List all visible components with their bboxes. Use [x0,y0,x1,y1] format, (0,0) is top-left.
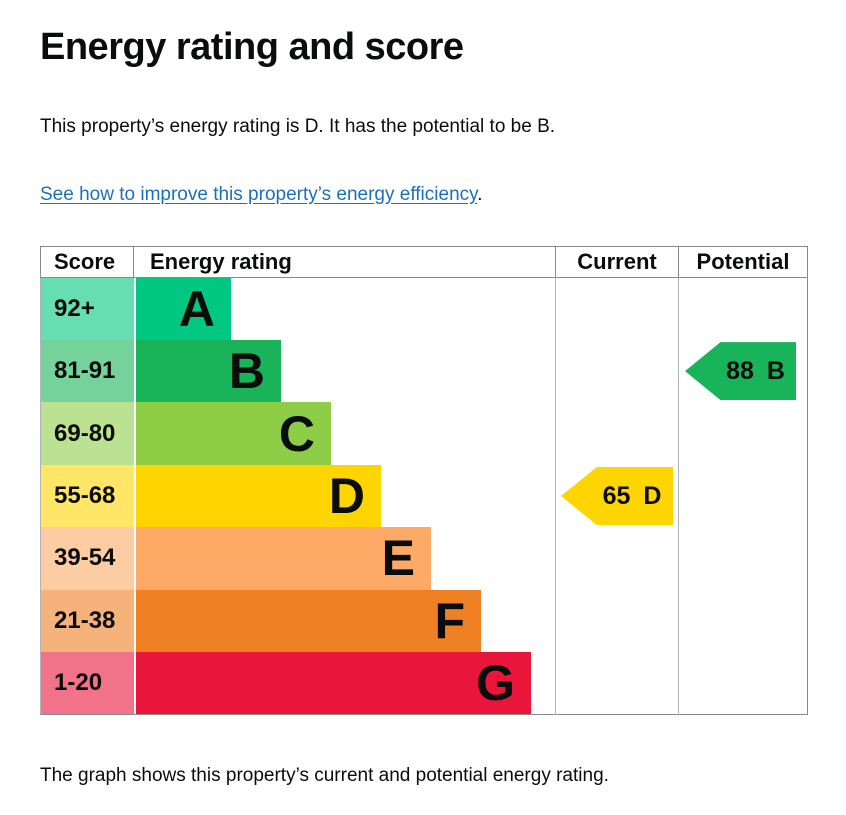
band-score-range: 81-91 [41,339,134,403]
band-bar-letter: D [136,464,381,528]
band-score-range: 21-38 [41,589,134,653]
potential-rating-letter: B [766,356,785,385]
energy-rating-chart: Score Energy rating Current Potential 92… [40,245,809,715]
column-header-potential: Potential [678,246,808,278]
band-score-range: 92+ [41,277,134,340]
band-row-g: 1-20 G [41,652,809,715]
band-bar-letter: G [136,652,531,715]
column-header-current: Current [555,246,678,278]
band-row-f: 21-38 F [41,589,809,653]
band-row-b: 81-91 B [41,339,809,403]
current-column-divider [555,277,556,715]
band-row-d: 55-68 D [41,464,809,528]
band-score-range: 55-68 [41,464,134,528]
band-row-a: 92+ A [41,277,809,340]
energy-rating-summary: This property’s energy rating is D. It h… [40,115,556,137]
improve-efficiency-link[interactable]: See how to improve this property’s energ… [40,183,478,205]
band-bar-letter: A [136,277,231,340]
band-bar-letter: F [136,589,481,653]
link-suffix-period: . [477,183,483,205]
band-score-range: 39-54 [41,527,134,590]
band-bar-letter: E [136,527,431,590]
improve-efficiency-link-line: See how to improve this property’s energ… [40,184,808,206]
chart-header-row: Score Energy rating Current Potential [40,245,808,278]
potential-rating-value: 88 [726,356,754,385]
page-title: Energy rating and score [40,26,464,68]
band-bar-letter: C [136,402,331,465]
band-score-range: 69-80 [41,402,134,465]
band-row-c: 69-80 C [41,402,809,465]
potential-column-divider [678,277,679,715]
current-rating-letter: D [643,481,662,510]
band-row-e: 39-54 E [41,527,809,590]
band-score-range: 1-20 [41,652,134,715]
current-rating-value: 65 [602,481,631,510]
band-bar-letter: B [136,339,281,403]
column-header-energy-rating: Energy rating [133,246,555,278]
column-header-score: Score [40,246,133,278]
chart-caption: The graph shows this property’s current … [40,764,609,786]
chart-body: 92+ A 81-91 B 69-80 C 55-68 D 39-54 E 21… [40,277,809,715]
